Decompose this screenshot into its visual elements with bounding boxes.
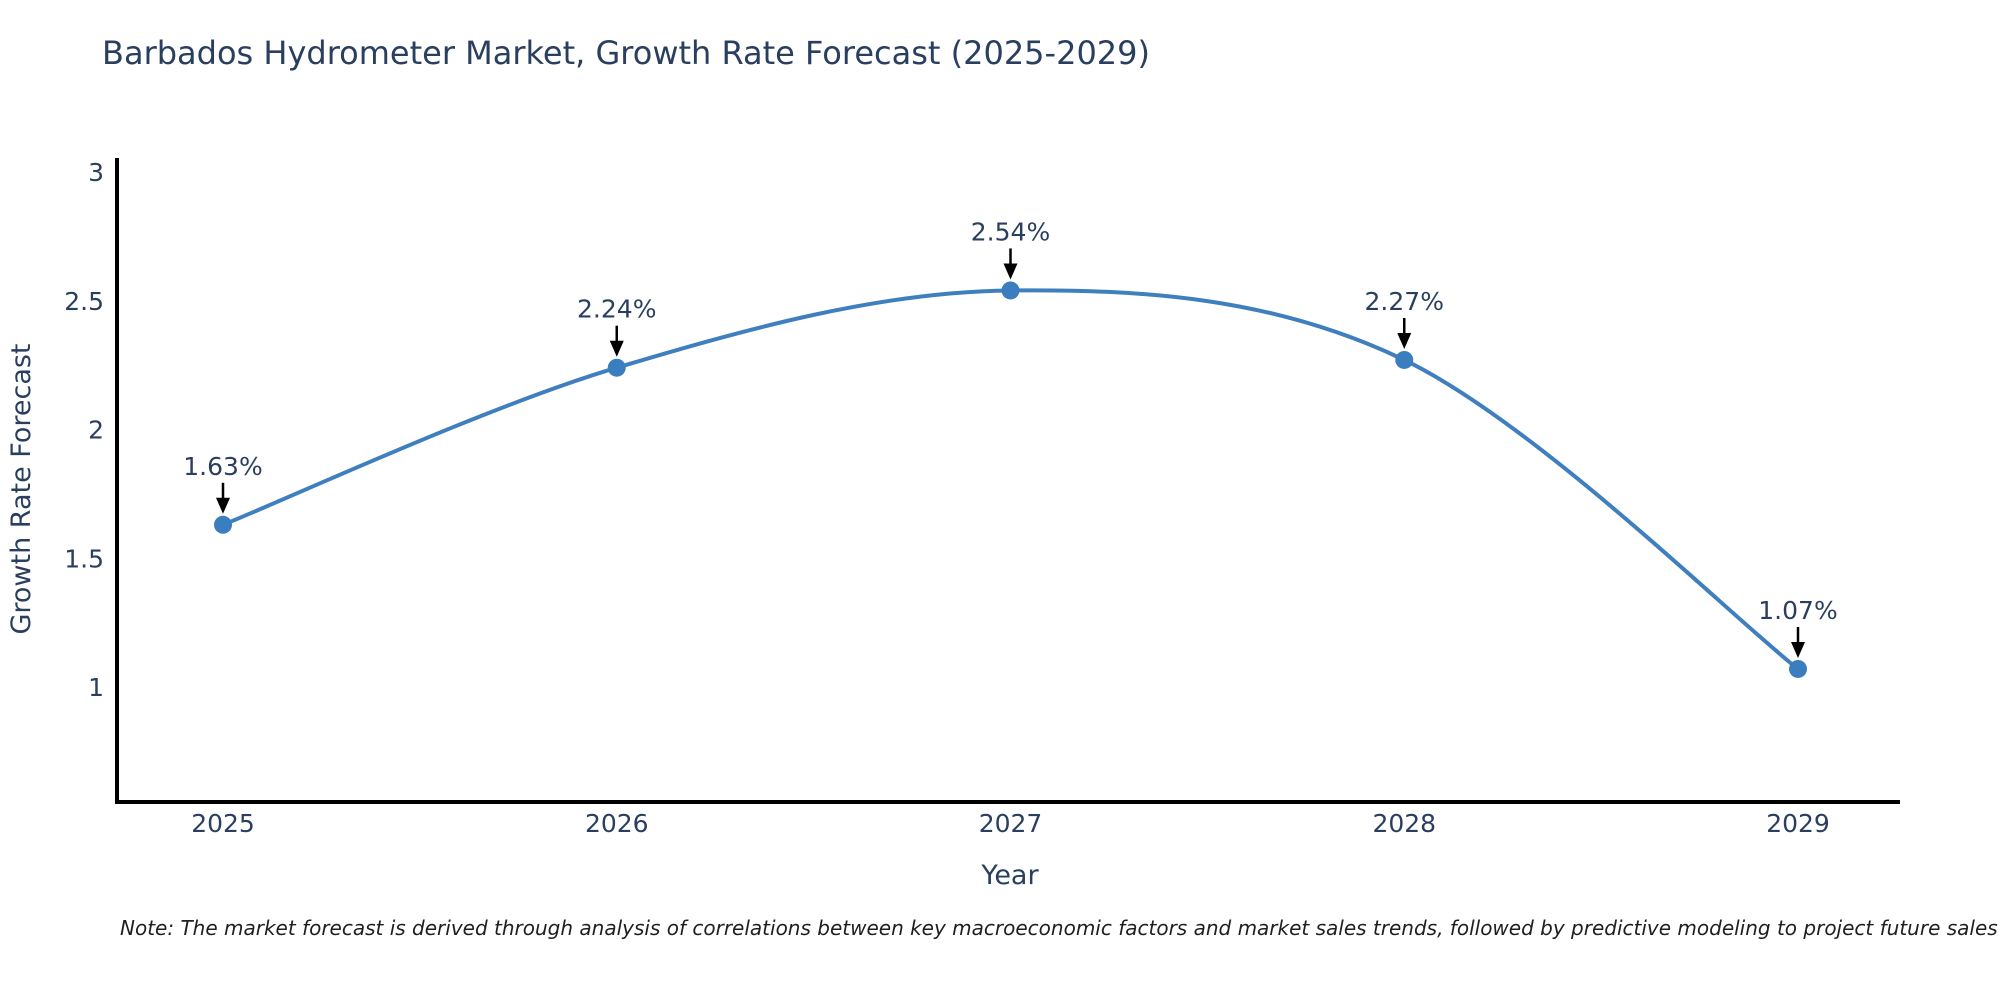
- y-tick-label: 3: [88, 158, 104, 187]
- point-value-label: 2.27%: [1365, 287, 1444, 316]
- data-point-marker: [1001, 281, 1020, 300]
- axes: [115, 158, 1900, 804]
- annotation-arrow-head: [1003, 263, 1018, 280]
- y-tick-label: 1: [88, 673, 104, 702]
- point-value-label: 2.54%: [971, 217, 1050, 246]
- annotations: 1.63% 2.24% 2.54% 2.27% 1.07%: [183, 217, 1838, 658]
- data-point-marker: [1395, 350, 1414, 369]
- x-tick-label: 2027: [979, 809, 1043, 838]
- data-point-marker: [1789, 659, 1807, 678]
- x-tick-label: 2026: [585, 809, 649, 838]
- x-axis-title: Year: [980, 860, 1039, 891]
- annotation-arrow-head: [1397, 332, 1412, 349]
- annotation-arrow-head: [609, 340, 624, 357]
- footnote: Note: The market forecast is derived thr…: [120, 916, 1998, 940]
- chart-title: Barbados Hydrometer Market, Growth Rate …: [102, 34, 1150, 72]
- point-value-label: 1.63%: [183, 452, 262, 481]
- y-tick-label: 1.5: [64, 544, 104, 573]
- x-tick-label: 2025: [191, 809, 255, 838]
- point-value-label: 2.24%: [577, 295, 656, 324]
- x-tick-label: 2029: [1766, 809, 1830, 838]
- tick-labels: 1 1.5 2 2.5 3 2025 2026 2027 2028 2029: [64, 158, 1830, 838]
- forecast-line: [221, 288, 1800, 671]
- annotation-arrow-head: [1791, 641, 1805, 658]
- y-tick-label: 2: [88, 416, 104, 445]
- data-point-marker: [607, 358, 626, 377]
- point-value-label: 1.07%: [1758, 596, 1837, 625]
- annotation-arrow-head: [216, 497, 230, 514]
- line-series: [214, 281, 1807, 678]
- y-axis-title: Growth Rate Forecast: [6, 343, 37, 634]
- y-tick-label: 2.5: [64, 287, 104, 316]
- x-tick-label: 2028: [1372, 809, 1436, 838]
- data-point-marker: [214, 515, 232, 534]
